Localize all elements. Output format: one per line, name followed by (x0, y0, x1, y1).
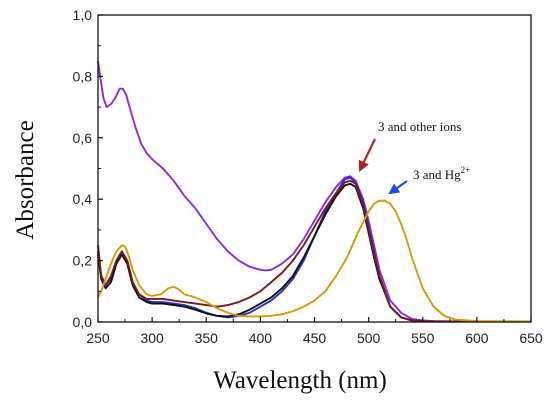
y-tick-label: 0,2 (73, 253, 93, 269)
y-axis-title: Absorbance (12, 120, 39, 239)
y-tick-label: 1,0 (73, 7, 93, 23)
x-tick-label: 300 (140, 330, 164, 346)
annotation-hg-superscript: 2+ (461, 165, 471, 175)
x-tick-label: 650 (519, 330, 543, 346)
x-tick-label: 450 (303, 330, 327, 346)
x-tick-label: 500 (357, 330, 381, 346)
y-tick-label: 0,8 (73, 68, 93, 84)
annotation-layer: 3 and other ions 3 and Hg2+ (358, 119, 470, 195)
x-tick-label: 600 (465, 330, 489, 346)
series-line-1 (97, 60, 531, 323)
x-tick-label: 400 (249, 330, 273, 346)
series-layer (97, 60, 532, 323)
x-tick-label: 550 (411, 330, 435, 346)
y-tick-label: 0,6 (73, 130, 93, 146)
annotation-hg: 3 and Hg2+ (413, 165, 470, 182)
x-axis-title: Wavelength (nm) (213, 367, 387, 394)
x-tick-label: 250 (86, 330, 110, 346)
series-line-4 (97, 179, 531, 323)
y-tick-label: 0,4 (73, 191, 93, 207)
annotation-other-ions: 3 and other ions (378, 119, 461, 134)
axis-layer: 250 300 350 400 450 500 550 600 650 0,0 0,2 0,4 0,6 0… (73, 7, 543, 346)
y-tick-label: 0,0 (73, 314, 93, 330)
series-line-5 (97, 199, 532, 323)
arrow-other-ions (358, 138, 376, 172)
x-tick-label: 350 (195, 330, 219, 346)
arrow-hg (388, 180, 408, 195)
